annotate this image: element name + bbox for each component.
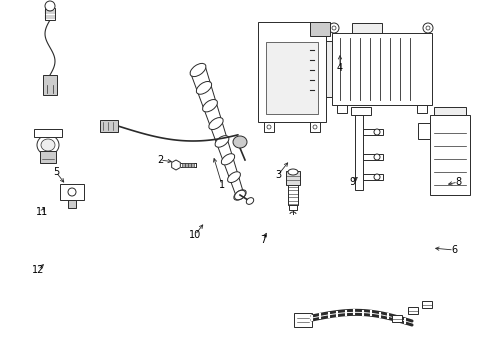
Ellipse shape [312,125,316,129]
Ellipse shape [422,23,432,33]
Bar [285,171,299,185]
Text: 8: 8 [454,177,460,187]
Bar [264,122,273,132]
Ellipse shape [246,198,253,204]
Bar [184,163,187,167]
Ellipse shape [328,23,338,33]
Bar [293,313,311,327]
Bar [429,115,469,195]
Bar [350,107,370,115]
Bar [45,8,55,20]
Text: 12: 12 [32,265,44,275]
Bar [258,22,325,122]
Bar [417,123,429,139]
Bar [421,301,431,308]
Bar [433,107,465,115]
Ellipse shape [425,26,429,30]
Bar [354,115,362,190]
Bar [287,185,297,205]
Text: 10: 10 [188,230,201,240]
Ellipse shape [373,154,379,160]
Text: 5: 5 [53,167,59,177]
Bar [313,41,331,97]
Bar [43,75,57,95]
Ellipse shape [190,63,205,77]
Text: 11: 11 [36,207,48,217]
Bar [34,129,62,137]
Bar [182,163,184,167]
Ellipse shape [45,1,55,11]
Bar [362,129,382,135]
Bar [265,42,317,114]
Bar [60,184,84,200]
Bar [191,163,193,167]
Ellipse shape [221,154,234,165]
Bar [351,23,381,33]
Ellipse shape [331,26,335,30]
Bar [187,163,190,167]
Text: 2: 2 [157,155,163,165]
Bar [362,154,382,160]
Ellipse shape [233,190,245,200]
Text: 1: 1 [219,180,224,190]
Bar [68,200,76,208]
Text: 6: 6 [450,245,456,255]
Ellipse shape [208,118,223,130]
Polygon shape [171,160,180,170]
Bar [362,174,382,180]
Bar [416,105,426,113]
Ellipse shape [215,136,228,147]
Ellipse shape [266,125,270,129]
Ellipse shape [68,188,76,196]
Bar [40,151,56,163]
Ellipse shape [41,139,55,151]
Text: 7: 7 [259,235,265,245]
Ellipse shape [373,129,379,135]
Bar [331,33,431,105]
Ellipse shape [196,81,211,94]
Text: 3: 3 [274,170,281,180]
Bar [100,120,118,132]
Ellipse shape [287,169,297,175]
Ellipse shape [373,174,379,180]
Text: 9: 9 [348,177,354,187]
Bar [336,105,346,113]
Ellipse shape [232,136,246,148]
Bar [391,315,401,322]
Ellipse shape [234,190,245,200]
Bar [309,122,319,132]
Ellipse shape [202,99,217,112]
Bar [309,22,329,36]
Bar [288,205,296,210]
Text: 4: 4 [336,63,343,73]
Bar [407,307,417,314]
Ellipse shape [37,135,59,155]
Ellipse shape [227,172,240,183]
